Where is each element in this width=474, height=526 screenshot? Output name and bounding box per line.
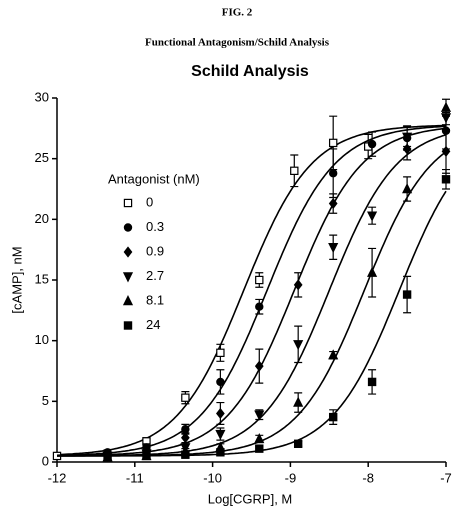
y-tick-label: 5	[42, 393, 49, 408]
x-axis-label: Log[CGRP], M	[208, 491, 293, 506]
chart-title: Schild Analysis	[191, 63, 309, 80]
data-point	[254, 360, 264, 372]
x-tick-label: -10	[203, 470, 222, 485]
data-point	[402, 143, 412, 155]
x-tick-label: -12	[48, 470, 67, 485]
data-point	[255, 275, 264, 285]
data-point	[181, 432, 190, 444]
fit-curve	[56, 124, 447, 456]
data-point	[402, 290, 412, 299]
data-point	[367, 211, 378, 222]
legend-marker	[122, 272, 134, 283]
legend-label: 0	[146, 194, 153, 209]
legend-marker	[123, 246, 133, 258]
data-point	[367, 266, 378, 277]
x-tick-label: -7	[440, 470, 452, 485]
data-point	[328, 197, 338, 210]
fit-curve	[56, 125, 447, 457]
data-point	[254, 433, 265, 444]
data-point	[367, 377, 377, 387]
legend-label: 0.3	[146, 219, 164, 234]
data-point	[328, 412, 338, 422]
data-point	[402, 132, 413, 143]
data-point	[181, 425, 190, 434]
data-point	[293, 439, 303, 449]
data-point	[367, 139, 377, 149]
legend-label: 24	[146, 317, 160, 332]
data-point	[293, 396, 304, 407]
fit-curve	[57, 151, 447, 457]
data-point	[181, 450, 190, 459]
data-point	[216, 348, 225, 358]
data-point	[103, 452, 112, 462]
data-point	[293, 279, 303, 291]
y-tick-label: 25	[35, 150, 49, 165]
legend-label: 8.1	[146, 292, 164, 307]
data-point	[216, 407, 225, 420]
y-tick-label: 0	[42, 453, 49, 468]
fit-curve	[57, 190, 447, 457]
data-point	[328, 349, 339, 360]
data-point	[290, 166, 299, 175]
x-tick-label: -9	[285, 470, 297, 485]
figure-caption: Functional Antagonism/Schild Analysis	[145, 37, 330, 49]
data-point	[255, 302, 264, 311]
data-point	[440, 101, 452, 112]
legend-marker	[123, 223, 133, 232]
data-point	[142, 451, 151, 461]
data-point	[181, 393, 190, 402]
legend-marker	[123, 198, 133, 208]
data-point	[216, 377, 225, 387]
data-point	[255, 444, 264, 453]
legend-marker	[122, 295, 134, 306]
y-tick-label: 30	[35, 89, 49, 104]
fit-curve	[57, 127, 447, 457]
figure-label: FIG. 2	[222, 7, 253, 19]
data-point	[254, 410, 265, 421]
legend-title: Antagonist (nM)	[108, 171, 200, 186]
legend-marker	[123, 321, 133, 330]
data-point	[328, 138, 338, 148]
data-point	[293, 340, 304, 351]
data-point	[402, 183, 413, 194]
x-tick-label: -8	[362, 470, 374, 485]
data-point	[328, 243, 339, 254]
data-point	[441, 175, 451, 184]
x-tick-label: -11	[126, 470, 144, 485]
data-point	[328, 169, 338, 178]
legend-label: 2.7	[146, 268, 164, 283]
y-tick-label: 20	[35, 211, 49, 226]
y-tick-label: 15	[35, 271, 49, 286]
data-point	[215, 429, 226, 441]
y-tick-label: 10	[35, 332, 49, 347]
y-axis-label: [cAMP], nM	[9, 246, 24, 313]
legend-label: 0.9	[146, 243, 164, 258]
data-point	[216, 448, 225, 457]
